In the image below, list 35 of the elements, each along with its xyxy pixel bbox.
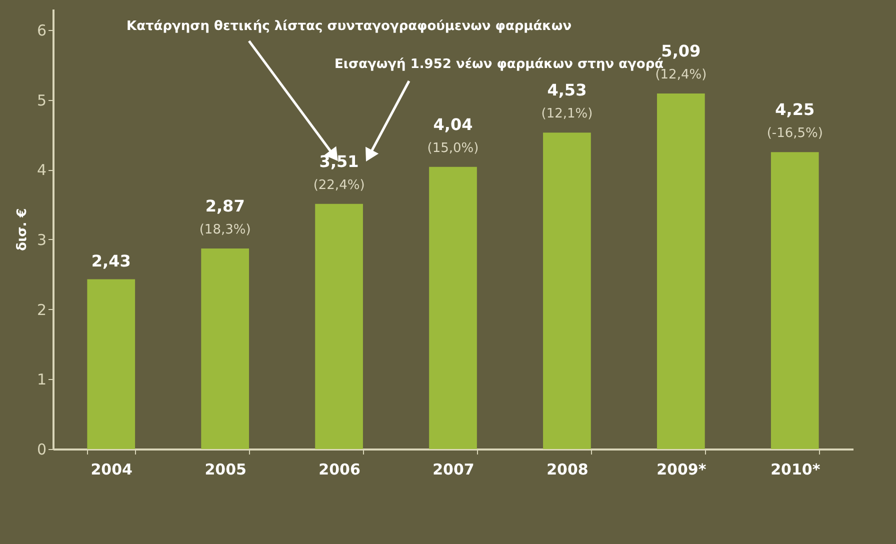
- annotation: (22,4%): [313, 178, 365, 193]
- x-tick-label: 2007: [432, 460, 474, 478]
- bar: [87, 279, 136, 449]
- bar: [543, 132, 591, 449]
- y-tick-label: 0: [36, 440, 46, 458]
- bar: [315, 204, 363, 449]
- data-label: 4,53: [547, 80, 587, 100]
- data-label: 2,87: [205, 196, 245, 216]
- bar: [201, 248, 250, 449]
- x-tick-label: 2009*: [656, 460, 706, 478]
- data-label: 4,04: [433, 114, 473, 134]
- x-tick-label: 2008: [546, 460, 588, 478]
- annotation: (-16,5%): [766, 126, 823, 142]
- annotation: (15,0%): [427, 140, 479, 156]
- data-label: 3,51: [319, 152, 359, 171]
- x-tick-label: 2010*: [770, 460, 820, 478]
- y-tick-label: 2: [36, 300, 46, 319]
- annotation: Κατάργηση θετικής λίστας συνταγογραφούμενων φαρμάκων: [126, 19, 572, 34]
- y-tick-label: 3: [36, 230, 46, 249]
- y-tick-label: 6: [36, 21, 46, 40]
- data-label: 5,09: [661, 42, 701, 61]
- x-tick-label: 2005: [204, 460, 246, 478]
- annotation: (18,3%): [199, 222, 251, 238]
- annotation: (12,1%): [541, 106, 593, 122]
- y-axis-title: δισ. €: [14, 208, 30, 251]
- data-label: 4,25: [775, 100, 815, 120]
- y-tick-label: 5: [36, 91, 46, 110]
- bar: [770, 152, 819, 449]
- bar: [656, 94, 705, 449]
- bar: [429, 166, 477, 449]
- y-tick-label: 1: [36, 370, 46, 389]
- x-tick-label: 2004: [90, 460, 132, 478]
- y-tick-label: 4: [36, 161, 46, 180]
- x-tick-label: 2006: [318, 460, 360, 478]
- data-label: 2,43: [91, 251, 131, 270]
